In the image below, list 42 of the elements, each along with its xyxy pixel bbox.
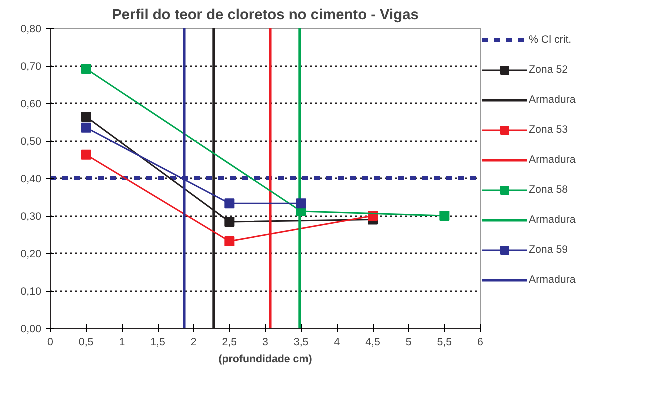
point: [81, 150, 92, 160]
x-axis-title: (profundidade cm): [218, 354, 313, 366]
y-tick-label: 0,10: [20, 286, 42, 298]
point: [224, 236, 235, 246]
x-tick-label: 2,5: [222, 336, 238, 348]
legend-label: Armadura: [529, 154, 576, 166]
point: [296, 198, 306, 209]
point: [81, 122, 92, 133]
x-tick-label: 6: [478, 336, 484, 348]
y-tick-label: 0,60: [20, 98, 42, 110]
x-tick-label: 3: [262, 336, 269, 348]
x-tick-label: 1: [119, 336, 126, 348]
y-tick-label: 0,50: [20, 136, 42, 148]
point: [81, 112, 92, 122]
point: [81, 64, 92, 74]
y-tick-label: 0,80: [20, 24, 42, 36]
x-tick-label: 5,5: [437, 336, 452, 348]
x-tick-label: 4,5: [366, 336, 380, 348]
x-tick-label: 1,5: [150, 336, 166, 348]
y-tick-label: 0,20: [20, 248, 42, 260]
x-tick-label: 3,5: [294, 336, 309, 348]
legend-label: Zona 59: [529, 244, 568, 256]
point: [224, 198, 235, 209]
x-tick-label: 0,5: [78, 336, 94, 348]
legend-label: Zona 53: [529, 124, 568, 136]
legend-label: % Cl crit.: [529, 34, 572, 46]
legend-label: Armadura: [529, 94, 576, 106]
x-tick-label: 4: [334, 336, 340, 348]
legend-label: Armadura: [529, 214, 576, 226]
point: [224, 217, 235, 227]
x-tick-label: 2: [190, 336, 197, 348]
legend-label: Zona 52: [529, 64, 568, 76]
chart-title: Perfil do teor de cloretos no cimento - Vigas: [112, 8, 419, 24]
x-tick-label: 5: [406, 336, 412, 348]
y-tick-label: 0,30: [20, 211, 42, 223]
y-tick-label: 0,40: [20, 174, 42, 186]
x-tick-label: 0: [48, 336, 54, 348]
y-tick-label: 0,00: [20, 324, 42, 336]
legend-label: Armadura: [529, 274, 576, 286]
legend-label: Zona 58: [529, 184, 568, 196]
point: [440, 211, 450, 221]
y-tick-label: 0,70: [20, 61, 42, 73]
